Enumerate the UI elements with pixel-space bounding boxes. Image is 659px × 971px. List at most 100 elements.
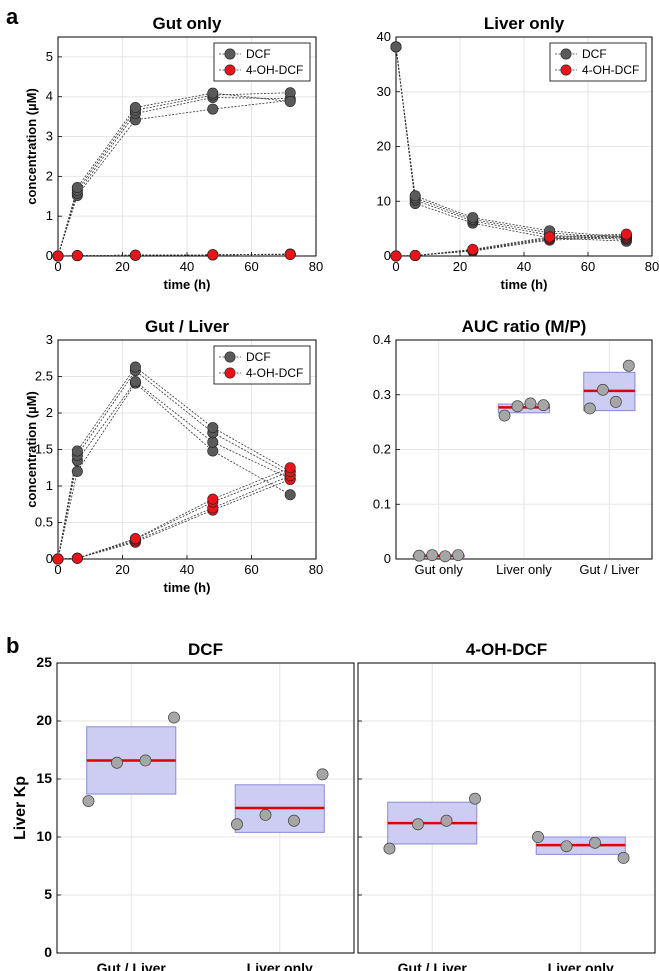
chart-title: Liver only — [484, 14, 565, 33]
category-label: Liver only — [496, 562, 552, 577]
legend-marker — [224, 64, 236, 76]
x-tick-label: 60 — [581, 259, 595, 274]
y-tick-label: 0 — [44, 944, 52, 960]
data-point — [82, 795, 95, 807]
y-tick-label: 0.3 — [373, 387, 391, 402]
legend-label: 4-OH-DCF — [246, 366, 303, 380]
x-tick-label: 40 — [180, 259, 194, 274]
data-point-dcf — [207, 87, 219, 99]
chart-title: Gut / Liver — [145, 317, 229, 336]
chart-gut-liver: 0 0.5 1 1.5 2 2.5 3 0 20 40 60 80 Gut / Liver time (h… — [24, 317, 323, 595]
legend-marker — [224, 367, 236, 379]
data-point-4-oh-dcf — [284, 462, 296, 474]
category-label: Liver only — [548, 960, 614, 971]
data-point-4-oh-dcf — [544, 231, 556, 243]
data-point — [560, 840, 573, 853]
data-point-dcf — [467, 212, 479, 224]
data-point-4-oh-dcf — [71, 552, 83, 564]
data-point-dcf — [129, 376, 141, 388]
legend-label: DCF — [246, 47, 271, 61]
series-line-dcf — [57, 99, 291, 257]
data-point-4-oh-dcf — [467, 243, 479, 255]
data-point-dcf — [71, 182, 83, 194]
series-line-dcf — [57, 92, 291, 257]
x-tick-label: 80 — [309, 562, 323, 577]
data-point-dcf — [207, 422, 219, 434]
data-point — [168, 711, 180, 724]
legend-marker — [560, 64, 572, 76]
legend-label: 4-OH-DCF — [246, 63, 303, 77]
data-point — [413, 549, 426, 562]
legend: DCF 4-OH-DCF — [213, 345, 311, 385]
legend-marker — [224, 351, 236, 363]
data-point-4-oh-dcf — [71, 250, 83, 262]
chart-title: Gut only — [153, 14, 222, 33]
x-tick-label: 60 — [244, 562, 258, 577]
legend-marker — [224, 48, 236, 60]
data-point — [383, 842, 396, 855]
data-point — [412, 818, 424, 831]
category-label: Gut / Liver — [97, 960, 167, 971]
legend-label: 4-OH-DCF — [582, 63, 639, 77]
x-axis-label: time (h) — [164, 277, 211, 292]
axes-frame — [395, 339, 653, 560]
y-tick-label: 2.5 — [35, 369, 53, 384]
data-point-4-oh-dcf — [207, 249, 219, 261]
y-tick-label: 1 — [46, 478, 53, 493]
legend-label: DCF — [582, 47, 607, 61]
data-point — [498, 409, 511, 422]
y-tick-label: 2 — [46, 405, 53, 420]
data-point — [111, 756, 123, 769]
data-point-4-oh-dcf — [207, 493, 219, 505]
y-tick-label: 40 — [377, 29, 391, 44]
x-tick-label: 60 — [244, 259, 258, 274]
series-line-dcf — [57, 366, 291, 560]
legend-marker — [560, 48, 572, 60]
data-point — [259, 809, 272, 821]
data-point — [288, 814, 300, 827]
x-axis-label: time (h) — [164, 580, 211, 595]
data-point-4-oh-dcf — [129, 533, 141, 545]
x-tick-label: 20 — [115, 562, 129, 577]
series-line-dcf — [57, 92, 291, 257]
data-point — [537, 399, 550, 412]
y-tick-label: 0 — [384, 248, 391, 263]
y-tick-label: 25 — [36, 654, 52, 670]
category-label: Liver only — [247, 960, 313, 971]
x-tick-label: 0 — [54, 259, 61, 274]
x-axis-label: time (h) — [501, 277, 548, 292]
series-line-4-oh-dcf — [395, 235, 627, 257]
data-point — [583, 402, 596, 415]
legend: DCF 4-OH-DCF — [549, 42, 647, 82]
data-point-dcf — [129, 361, 141, 373]
y-tick-label: 20 — [36, 712, 52, 728]
data-point — [609, 395, 622, 408]
chart-title: DCF — [188, 640, 223, 659]
data-point-dcf — [71, 445, 83, 457]
axes-frame — [357, 662, 656, 954]
y-tick-label: 5 — [44, 886, 52, 902]
panel-letter-a: a — [6, 4, 19, 29]
x-tick-label: 80 — [645, 259, 659, 274]
data-point-dcf — [409, 190, 421, 202]
data-point — [622, 359, 635, 372]
x-tick-label: 20 — [115, 259, 129, 274]
data-point-dcf — [390, 41, 402, 53]
data-point-4-oh-dcf — [284, 248, 296, 260]
data-point-dcf — [207, 436, 219, 448]
y-tick-label: 20 — [377, 139, 391, 154]
series-line-4-oh-dcf — [395, 237, 627, 257]
y-tick-label: 1.5 — [35, 442, 53, 457]
legend: DCF 4-OH-DCF — [213, 42, 311, 82]
data-point — [316, 768, 329, 781]
x-tick-label: 40 — [180, 562, 194, 577]
y-tick-label: 30 — [377, 84, 391, 99]
data-point-dcf — [129, 101, 141, 113]
series-line-dcf — [57, 382, 291, 560]
legend-label: DCF — [246, 350, 271, 364]
x-tick-label: 0 — [392, 259, 399, 274]
y-tick-label: 3 — [46, 332, 53, 347]
data-point-4-oh-dcf — [52, 250, 64, 262]
y-tick-label: 0.4 — [373, 332, 391, 347]
data-point — [524, 397, 537, 410]
